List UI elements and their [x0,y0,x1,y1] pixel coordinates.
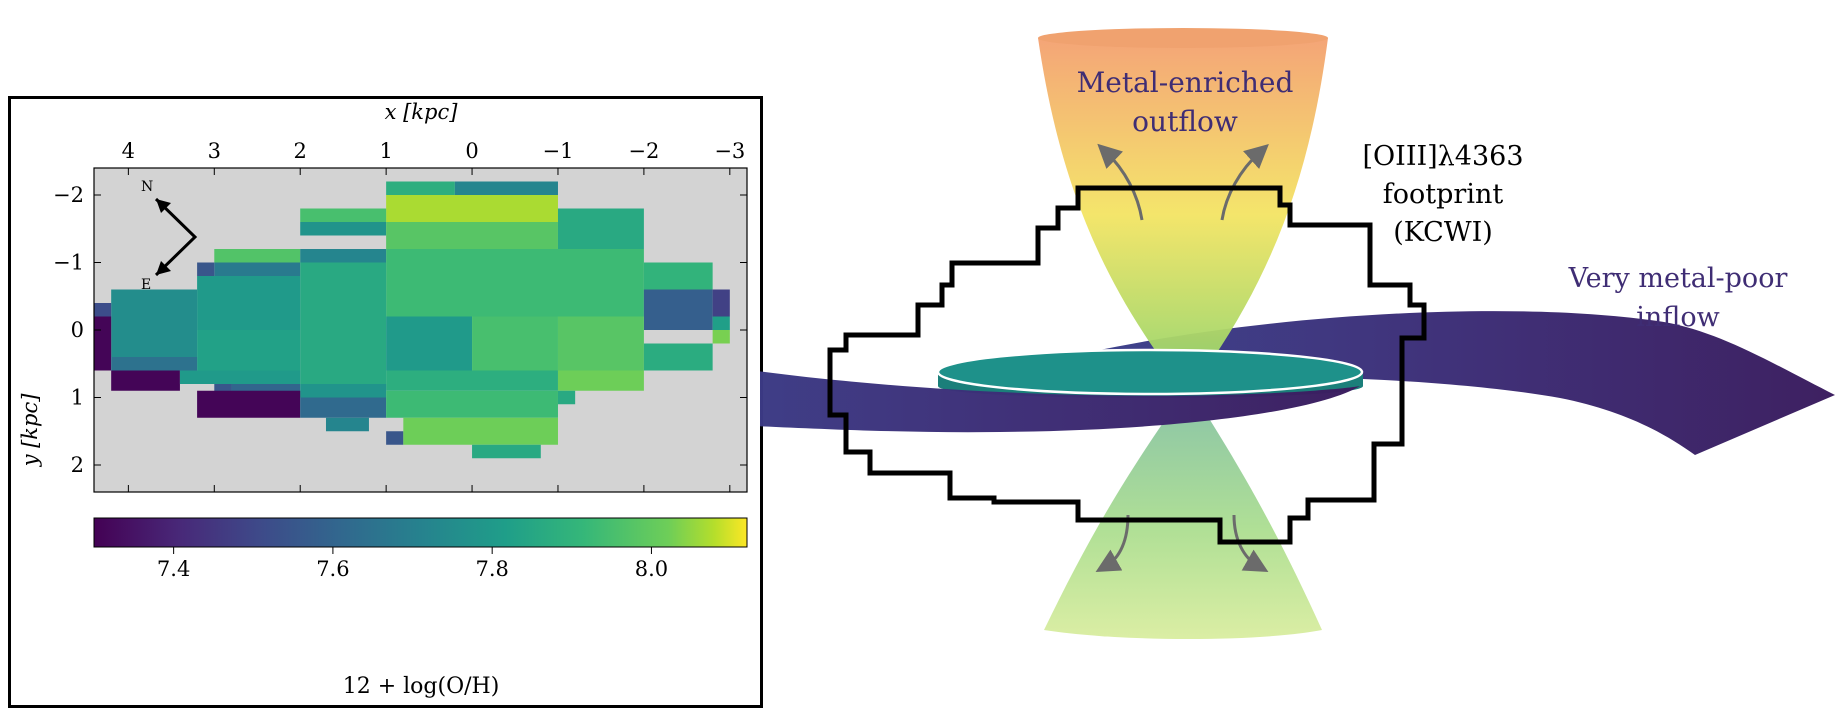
colorbar-tick-label: 7.4 [157,557,190,581]
metallicity-pixel [300,262,387,384]
outflow-cone-bottom [1044,420,1322,639]
outflow-cone-rim [1038,28,1328,48]
y-tick-label: 2 [71,453,84,477]
metallicity-pixel [197,262,215,276]
x-tick-label: 0 [465,139,478,163]
metallicity-pixel [386,195,558,222]
oiii-footprint-outline [827,185,1427,545]
metallicity-pixel [300,397,387,418]
footprint-label-line1: [OIII]λ4363 [1362,141,1523,172]
x-axis-label: x [kpc] [385,100,459,124]
metallicity-pixel [386,181,455,195]
metallicity-pixel [712,289,730,317]
outflow-cone-top [1038,38,1328,360]
metallicity-pixels [94,181,730,459]
metallicity-pixel [557,316,644,371]
outflow-label: Metal-enriched outflow [1077,66,1294,138]
metallicity-pixel [94,303,112,317]
metallicity-pixel [111,370,180,391]
colorbar-tick-label: 7.6 [316,557,349,581]
metallicity-pixel [214,262,301,276]
metallicity-pixel [643,343,713,371]
x-tick-label: −2 [628,139,659,163]
inflow-stream-front [760,371,1360,433]
metallicity-pixel [386,370,558,391]
metallicity-pixel [472,316,558,371]
metallicity-pixel [111,357,198,371]
metallicity-pixel [557,208,644,249]
metallicity-pixel [386,390,558,418]
inflow-label: Very metal-poor inflow [1568,263,1788,333]
map-ticks: 4 3 2 1 0 −1 −2 −3 −2 −1 0 1 2 [53,139,747,492]
metallicity-pixel [197,330,301,371]
metallicity-pixel [94,316,112,371]
y-tick-label: −1 [53,251,84,275]
colorbar-tick-label: 7.8 [475,557,508,581]
outflow-label-line2: outflow [1132,105,1238,138]
metallicity-pixel [557,390,576,405]
colorbar [93,517,748,548]
metallicity-pixel [386,222,558,249]
outflow-label-line1: Metal-enriched [1077,66,1294,99]
metallicity-pixel [179,370,301,384]
colorbar-label: 12 + log(O/H) [343,674,500,699]
footprint-label-line2: footprint [1383,179,1504,210]
colorbar-ticks: 7.4 7.6 7.8 8.0 [157,547,668,581]
metallicity-pixel [300,384,387,398]
metallicity-map-panel: 4 3 2 1 0 −1 −2 −3 −2 −1 0 1 2 x [kpc] y [kpc] N E [8,96,763,708]
outflow-inflow-diagram: Metal-enriched outflow [OIII]λ4363 footp… [760,28,1835,639]
inflow-label-line1: Very metal-poor [1568,263,1788,294]
metallicity-pixel [300,249,387,263]
metallicity-pixel [386,431,404,445]
metallicity-pixel [643,262,713,290]
metallicity-pixel [386,249,644,317]
metallicity-pixel [197,390,301,418]
y-axis-label: y [kpc] [18,393,42,468]
metallicity-pixel [300,222,387,236]
inflow-label-line2: inflow [1636,302,1719,333]
footprint-label: [OIII]λ4363 footprint (KCWI) [1362,141,1523,248]
metallicity-pixel [712,316,730,330]
metallicity-pixel [643,289,713,330]
metallicity-pixel [197,276,301,330]
x-tick-label: 2 [294,139,307,163]
metallicity-pixel [472,444,541,459]
y-tick-label: 1 [71,386,84,410]
footprint-label-line3: (KCWI) [1393,217,1493,248]
metallicity-map-figure: 4 3 2 1 0 −1 −2 −3 −2 −1 0 1 2 x [kpc] y [kpc] N E [18,100,748,699]
inflow-stream-back [1090,311,1835,455]
x-tick-label: −1 [542,139,573,163]
metallicity-pixel [111,289,198,357]
compass-icon [154,197,198,277]
x-tick-label: −3 [714,139,745,163]
y-tick-label: 0 [71,318,84,342]
x-tick-label: 4 [122,139,135,163]
metallicity-pixel [386,316,473,371]
compass-east-label: E [141,277,151,293]
x-tick-label: 1 [379,139,392,163]
metallicity-pixel [403,417,558,445]
galaxy-disk [936,348,1364,396]
metallicity-pixel [300,208,387,222]
metallicity-pixel [454,181,558,195]
metallicity-pixel [214,249,301,263]
metallicity-pixel [557,370,644,391]
metallicity-pixel [712,330,730,344]
colorbar-tick-label: 8.0 [635,557,668,581]
x-tick-label: 3 [208,139,221,163]
metallicity-pixel [325,417,369,432]
y-tick-label: −2 [53,183,84,207]
compass-north-label: N [141,179,153,195]
